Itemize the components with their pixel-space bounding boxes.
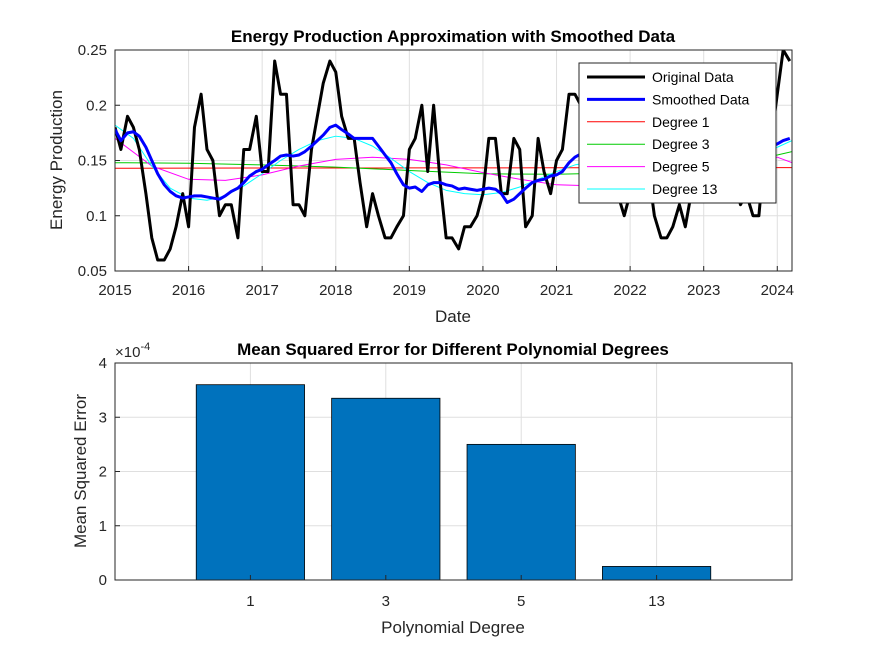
- bottom-y-tick-label: 4: [99, 355, 107, 372]
- bar-degree-1: [195, 384, 305, 581]
- top-x-tick-label: 2018: [319, 282, 352, 299]
- top-x-tick-label: 2021: [540, 282, 573, 299]
- legend-label-original-data: Original Data: [652, 69, 734, 85]
- bottom-y-tick-label: 1: [99, 518, 107, 535]
- bottom-bars: [195, 384, 712, 581]
- top-x-tick-label: 2024: [761, 282, 794, 299]
- bottom-chart-title: Mean Squared Error for Different Polynom…: [237, 340, 669, 359]
- legend-label-degree-1: Degree 1: [652, 114, 710, 130]
- bar-degree-5: [466, 443, 576, 581]
- exponent-base: ×10: [115, 344, 140, 361]
- top-x-tick-label: 2017: [245, 282, 278, 299]
- bottom-y-axis-label: Mean Squared Error: [71, 394, 90, 548]
- bottom-x-tick-label: 1: [246, 593, 254, 610]
- bottom-x-tick-label: 5: [517, 593, 525, 610]
- top-tick-labels: 2015 2016 2017 2018 2019 2020 2021 2022 2023 2024…: [78, 42, 794, 299]
- series-line-original-data: [115, 50, 792, 262]
- bottom-x-tick-label: 3: [382, 593, 390, 610]
- energy-production-chart: 2015 2016 2017 2018 2019 2020 2021 2022 2023 2024…: [47, 27, 794, 326]
- bottom-x-axis-label: Polynomial Degree: [381, 618, 525, 637]
- top-x-axis-label: Date: [435, 307, 471, 326]
- bar-degree-3: [331, 397, 441, 581]
- top-legend: Original Data Smoothed Data Degree 1 Degree…: [578, 62, 777, 204]
- top-y-tick-label: 0.2: [86, 97, 107, 114]
- top-y-tick-label: 0.05: [78, 263, 107, 280]
- top-x-tick-label: 2016: [172, 282, 205, 299]
- top-y-axis-label: Energy Production: [47, 90, 66, 230]
- top-x-tick-label: 2023: [687, 282, 720, 299]
- bottom-y-tick-label: 2: [99, 464, 107, 481]
- bottom-x-tick-label: 13: [648, 593, 665, 610]
- bottom-y-tick-label: 0: [99, 572, 107, 589]
- top-y-tick-label: 0.1: [86, 208, 107, 225]
- legend-label-degree-13: Degree 13: [652, 181, 718, 197]
- top-chart-title: Energy Production Approximation with Smo…: [231, 27, 676, 46]
- y-exponent-label: ×10-4: [115, 341, 150, 361]
- top-y-tick-label: 0.25: [78, 42, 107, 59]
- top-x-tick-label: 2019: [393, 282, 426, 299]
- bottom-y-tick-label: 3: [99, 409, 107, 426]
- top-y-tick-label: 0.15: [78, 153, 107, 170]
- top-x-tick-label: 2020: [466, 282, 499, 299]
- legend-label-smoothed-data: Smoothed Data: [652, 91, 749, 107]
- exponent-power: -4: [140, 341, 150, 353]
- legend-label-degree-3: Degree 3: [652, 136, 710, 152]
- top-x-tick-label: 2022: [613, 282, 646, 299]
- top-x-tick-label: 2015: [98, 282, 131, 299]
- legend-box: [578, 62, 777, 204]
- legend-label-degree-5: Degree 5: [652, 159, 710, 175]
